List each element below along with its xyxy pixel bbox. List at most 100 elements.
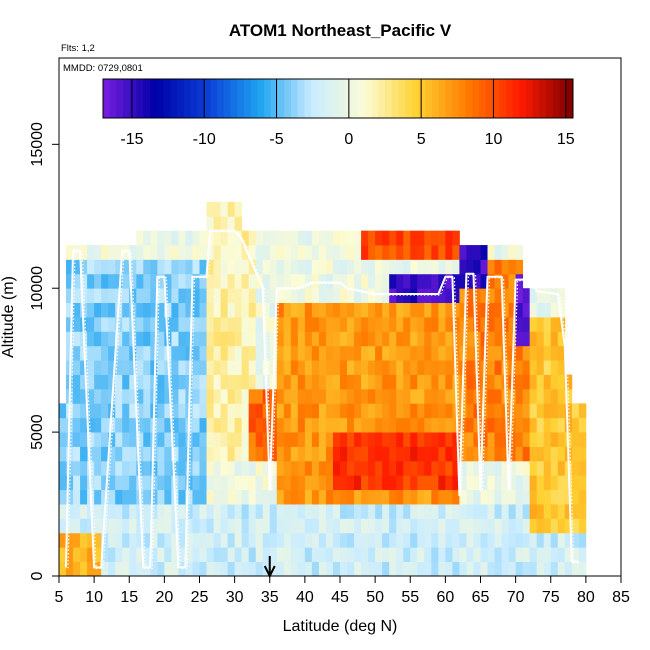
heatmap-cell [515,489,524,505]
heatmap-cell [185,460,193,476]
heatmap-cell [269,504,278,519]
heatmap-cell [318,432,327,447]
heatmap-cell [515,475,524,491]
heatmap-cell [445,561,453,577]
heatmap-cell [424,403,432,419]
heatmap-cell [571,432,580,447]
heatmap-cell [143,561,151,577]
heatmap-cell [290,561,299,577]
heatmap-cell [347,489,355,505]
heatmap-cell [396,388,404,404]
heatmap-cell [73,547,81,563]
heatmap-cell [206,302,214,318]
heatmap-cell [325,302,334,318]
heatmap-cell [543,460,552,476]
chart-title: ATOM1 Northeast_Pacific V [229,21,452,40]
heatmap-cell [178,547,186,563]
heatmap-cell [108,504,116,519]
heatmap-cell [108,417,116,433]
heatmap-cell [347,345,355,361]
heatmap-cell [325,288,334,304]
heatmap-cell [389,489,397,505]
heatmap-cell [171,273,179,289]
heatmap-cell [403,302,411,318]
heatmap-cell [550,302,559,318]
heatmap-cell [487,446,495,462]
heatmap-cell [536,460,545,476]
heatmap-cell [445,446,453,462]
flight-track-line [65,229,579,569]
heatmap-cell [80,489,88,505]
heatmap-cell [466,388,474,404]
heatmap-cell [213,460,221,476]
heatmap-cell [283,273,292,289]
heatmap-cell [234,446,243,462]
heatmap-cell [361,475,369,491]
heatmap-cell [508,547,517,563]
heatmap-cell [157,374,165,390]
colorbar-swatch [358,79,366,118]
heatmap-cell [396,259,404,275]
heatmap-cell [255,317,264,332]
heatmap-cell [318,460,327,476]
heatmap-cell [543,432,552,447]
heatmap-cell [487,547,495,563]
heatmap-cell [480,331,488,347]
heatmap-cell [459,317,467,332]
heatmap-cell [347,245,355,260]
heatmap-cell [466,331,474,347]
heatmap-cell [332,475,341,491]
heatmap-cell [389,374,397,390]
heatmap-cell [375,374,383,390]
heatmap-cell [227,331,236,347]
heatmap-cell [501,417,509,433]
heatmap-cell [234,216,243,232]
heatmap-cell [424,432,432,447]
heatmap-cell [290,374,299,390]
heatmap-cell [136,259,144,275]
heatmap-cell [325,489,334,505]
heatmap-cell [87,273,95,289]
heatmap-cell [487,432,495,447]
heatmap-cell [325,475,334,491]
heatmap-cell [424,475,432,491]
heatmap-cell [403,475,411,491]
heatmap-cell [564,403,573,419]
heatmap-cell [255,432,264,447]
heatmap-cell [199,561,207,577]
heatmap-cell [241,532,250,548]
heatmap-cell [382,302,390,318]
heatmap-cell [410,302,418,318]
heatmap-cell [290,532,299,548]
heatmap-cell [248,245,257,260]
colorbar-swatch [418,79,426,118]
heatmap-cell [227,432,236,447]
heatmap-cell [206,547,214,563]
heatmap-cell [59,460,67,476]
heatmap-cell [473,518,481,534]
heatmap-cell [410,417,418,433]
colorbar-swatch [499,79,507,118]
colorbar-swatch [257,79,265,118]
heatmap-cell [213,288,221,304]
heatmap-cell [199,230,207,246]
heatmap-cell [290,504,299,519]
heatmap-cell [325,374,334,390]
heatmap-cell [431,432,439,447]
heatmap-cell [578,489,587,505]
heatmap-cell [494,475,502,491]
heatmap-cell [536,475,545,491]
heatmap-cell [269,460,278,476]
heatmap-cell [297,504,306,519]
heatmap-cell [157,561,165,577]
heatmap-cell [417,518,425,534]
heatmap-cell [297,547,306,563]
heatmap-cell [354,245,362,260]
heatmap-cell [543,561,552,577]
heatmap-cell [157,460,165,476]
heatmap-cell [283,374,292,390]
heatmap-cell [80,547,88,563]
heatmap-cell [136,403,144,419]
colorbar-swatch [143,79,151,118]
heatmap-cell [543,288,552,304]
